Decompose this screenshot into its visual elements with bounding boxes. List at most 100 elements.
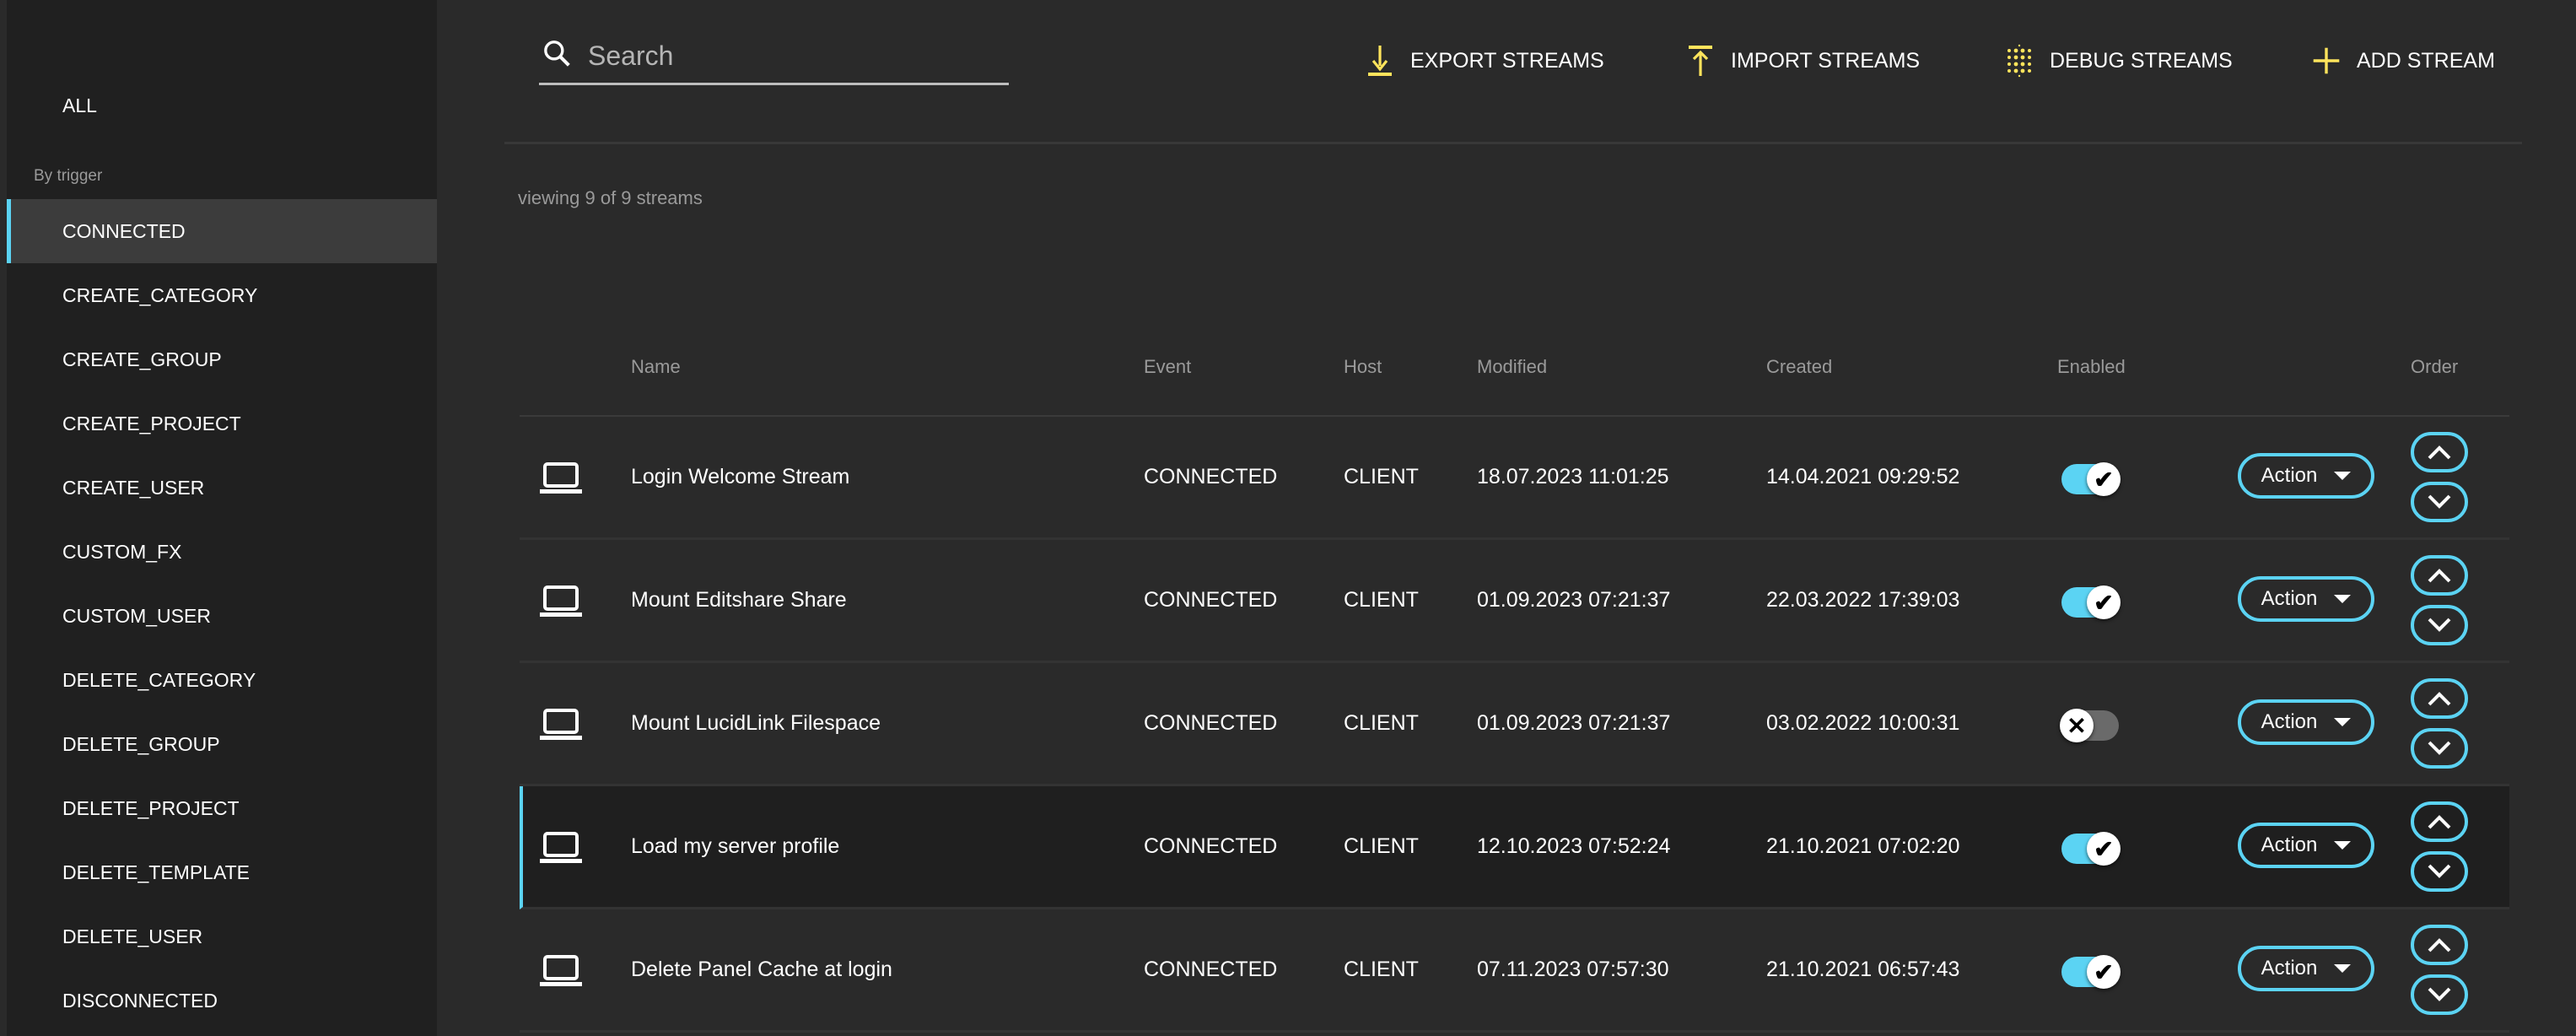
sidebar-item-delete-template[interactable]: DELETE_TEMPLATE <box>62 861 250 883</box>
header-event[interactable]: Event <box>1144 356 1192 377</box>
sidebar-item-delete-project[interactable]: DELETE_PROJECT <box>62 797 240 819</box>
move-up-button[interactable] <box>2411 678 2468 719</box>
move-up-button[interactable] <box>2411 555 2468 596</box>
stream-host: CLIENT <box>1344 711 1419 735</box>
stream-created: 21.10.2021 07:02:20 <box>1766 834 1960 858</box>
header-name[interactable]: Name <box>631 356 681 377</box>
stream-modified: 07.11.2023 07:57:30 <box>1477 958 1669 981</box>
download-icon <box>1361 42 1398 79</box>
chevron-up-icon <box>2428 815 2451 829</box>
sidebar-item-custom-user[interactable]: CUSTOM_USER <box>62 605 211 627</box>
stream-created: 14.04.2021 09:29:52 <box>1766 465 1960 488</box>
action-dropdown[interactable]: Action <box>2238 576 2374 622</box>
chevron-up-icon <box>2428 445 2451 460</box>
trigger-list: CONNECTED CREATE_CATEGORY CREATE_GROUP CREA… <box>7 199 437 1033</box>
enabled-toggle[interactable]: ✔ <box>2060 828 2121 866</box>
laptop-icon <box>540 955 582 986</box>
debug-streams-button[interactable]: DEBUG STREAMS <box>2001 40 2233 81</box>
action-dropdown[interactable]: Action <box>2238 823 2374 868</box>
move-up-button[interactable] <box>2411 432 2468 472</box>
sidebar-item-delete-group[interactable]: DELETE_GROUP <box>62 733 220 755</box>
header-order: Order <box>2411 356 2459 377</box>
move-down-button[interactable] <box>2411 482 2468 522</box>
stream-host: CLIENT <box>1344 834 1419 858</box>
stream-event: CONNECTED <box>1144 465 1278 488</box>
header-divider <box>520 415 2509 417</box>
upload-icon <box>1682 42 1719 79</box>
stream-event: CONNECTED <box>1144 958 1278 981</box>
move-up-button[interactable] <box>2411 925 2468 965</box>
enabled-toggle[interactable]: ✕ <box>2060 705 2121 742</box>
chevron-down-icon <box>2428 494 2451 509</box>
import-streams-button[interactable]: IMPORT STREAMS <box>1682 40 1920 81</box>
plus-icon <box>2308 42 2345 79</box>
sidebar-item-create-user[interactable]: CREATE_USER <box>62 477 205 499</box>
move-down-button[interactable] <box>2411 851 2468 892</box>
check-icon: ✔ <box>2087 585 2121 619</box>
action-label: Action <box>2261 587 2318 610</box>
sidebar-item-connected[interactable]: CONNECTED <box>7 199 437 263</box>
header-modified[interactable]: Modified <box>1477 356 1548 377</box>
table-row[interactable]: Login Welcome Stream CONNECTED CLIENT 18.07… <box>520 417 2509 540</box>
caret-down-icon <box>2334 472 2352 480</box>
stream-name: Load my server profile <box>631 834 840 858</box>
action-dropdown[interactable]: Action <box>2238 946 2374 991</box>
search-field[interactable] <box>539 34 1009 85</box>
chevron-up-icon <box>2428 569 2451 583</box>
enabled-toggle[interactable]: ✔ <box>2060 952 2121 989</box>
search-input[interactable] <box>586 34 994 78</box>
stream-count: viewing 9 of 9 streams <box>518 187 703 208</box>
header-enabled[interactable]: Enabled <box>2057 356 2126 377</box>
sidebar-item-disconnected[interactable]: DISCONNECTED <box>62 990 218 1012</box>
sidebar-item-create-project[interactable]: CREATE_PROJECT <box>62 413 241 434</box>
chevron-down-icon <box>2428 987 2451 1001</box>
caret-down-icon <box>2334 964 2352 973</box>
stream-event: CONNECTED <box>1144 834 1278 858</box>
toolbar-divider <box>504 142 2522 144</box>
move-down-button[interactable] <box>2411 728 2468 769</box>
action-label: Action <box>2261 834 2318 856</box>
move-up-button[interactable] <box>2411 801 2468 842</box>
sidebar: ALL By trigger CONNECTED CREATE_CATEGORY C… <box>0 0 437 1036</box>
table-row[interactable]: Mount Editshare Share CONNECTED CLIENT 01.0… <box>520 540 2509 663</box>
header-created[interactable]: Created <box>1766 356 1833 377</box>
caret-down-icon <box>2334 718 2352 726</box>
sidebar-item-delete-user[interactable]: DELETE_USER <box>62 925 203 947</box>
move-down-button[interactable] <box>2411 605 2468 645</box>
stream-modified: 12.10.2023 07:52:24 <box>1477 834 1671 858</box>
export-streams-button[interactable]: EXPORT STREAMS <box>1361 40 1604 81</box>
add-stream-label: ADD STREAM <box>2357 48 2495 73</box>
caret-down-icon <box>2334 841 2352 850</box>
sidebar-item-all[interactable]: ALL <box>62 94 97 116</box>
enabled-toggle[interactable]: ✔ <box>2060 582 2121 619</box>
check-icon: ✔ <box>2087 462 2121 496</box>
import-streams-label: IMPORT STREAMS <box>1731 48 1921 73</box>
action-label: Action <box>2261 957 2318 979</box>
stream-created: 21.10.2021 06:57:43 <box>1766 958 1960 981</box>
header-host[interactable]: Host <box>1344 356 1382 377</box>
laptop-icon <box>540 585 582 617</box>
stream-name: Mount Editshare Share <box>631 588 847 612</box>
laptop-icon <box>540 709 582 740</box>
sidebar-item-delete-category[interactable]: DELETE_CATEGORY <box>62 669 256 691</box>
move-down-button[interactable] <box>2411 974 2468 1015</box>
dots-grid-icon <box>2001 42 2038 79</box>
table-row[interactable]: Load my server profile CONNECTED CLIENT 12.… <box>520 786 2509 909</box>
action-label: Action <box>2261 464 2318 487</box>
enabled-toggle[interactable]: ✔ <box>2060 459 2121 496</box>
table-row[interactable]: Mount LucidLink Filespace CONNECTED CLIENT… <box>520 663 2509 786</box>
sidebar-item-create-group[interactable]: CREATE_GROUP <box>62 348 222 370</box>
action-dropdown[interactable]: Action <box>2238 453 2374 499</box>
chevron-down-icon <box>2428 864 2451 878</box>
stream-created: 03.02.2022 10:00:31 <box>1766 711 1960 735</box>
table-row[interactable]: Delete Panel Cache at login CONNECTED CLIE… <box>520 909 2509 1033</box>
stream-host: CLIENT <box>1344 588 1419 612</box>
action-dropdown[interactable]: Action <box>2238 699 2374 745</box>
stream-created: 22.03.2022 17:39:03 <box>1766 588 1960 612</box>
laptop-icon <box>540 462 582 494</box>
sidebar-item-custom-fx[interactable]: CUSTOM_FX <box>62 541 182 563</box>
add-stream-button[interactable]: ADD STREAM <box>2308 40 2495 81</box>
action-label: Action <box>2261 710 2318 733</box>
chevron-up-icon <box>2428 692 2451 706</box>
sidebar-item-create-category[interactable]: CREATE_CATEGORY <box>62 284 258 306</box>
